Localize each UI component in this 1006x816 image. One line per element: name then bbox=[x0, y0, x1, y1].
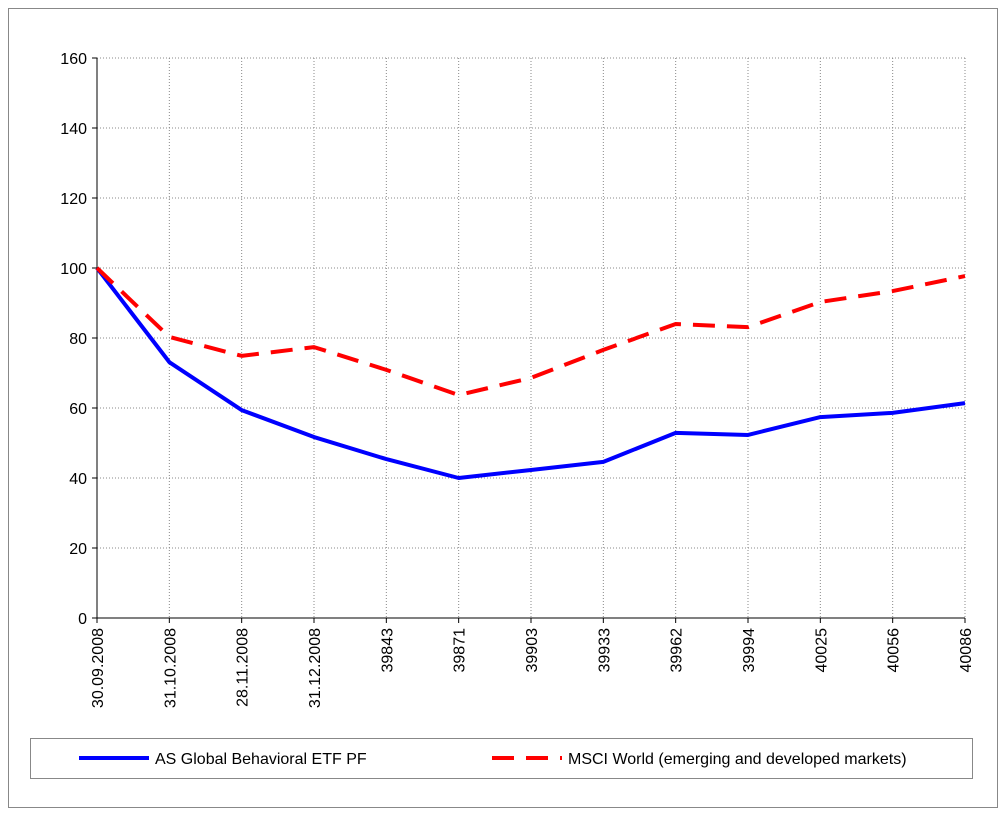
x-tick-label: 28.11.2008 bbox=[235, 628, 252, 707]
legend-label: MSCI World (emerging and developed marke… bbox=[568, 751, 907, 768]
y-tick-label: 60 bbox=[69, 401, 87, 418]
y-tick-label: 40 bbox=[69, 471, 87, 488]
x-tick-label: 40056 bbox=[886, 628, 903, 673]
y-tick-label: 80 bbox=[69, 331, 87, 348]
x-tick-label: 39962 bbox=[669, 628, 686, 673]
y-tick-label: 160 bbox=[60, 51, 87, 68]
x-tick-label: 40086 bbox=[958, 628, 975, 673]
y-tick-label: 20 bbox=[69, 541, 87, 558]
y-tick-label: 0 bbox=[78, 611, 87, 628]
x-tick-label: 39871 bbox=[452, 628, 469, 673]
x-tick-label: 40025 bbox=[813, 628, 830, 673]
y-tick-label: 100 bbox=[60, 261, 87, 278]
data-line bbox=[95, 266, 966, 398]
x-tick-label: 39933 bbox=[596, 628, 613, 673]
legend-label: AS Global Behavioral ETF PF bbox=[155, 751, 367, 768]
data-line bbox=[95, 266, 966, 480]
x-tick-label: 39843 bbox=[379, 628, 396, 673]
y-tick-label: 120 bbox=[60, 191, 87, 208]
x-tick-label: 39994 bbox=[741, 628, 758, 673]
x-tick-label: 39903 bbox=[524, 628, 541, 673]
y-tick-label: 140 bbox=[60, 121, 87, 138]
x-tick-label: 30.09.2008 bbox=[90, 628, 107, 708]
x-tick-label: 31.10.2008 bbox=[162, 628, 179, 708]
x-tick-label: 31.12.2008 bbox=[307, 628, 324, 708]
